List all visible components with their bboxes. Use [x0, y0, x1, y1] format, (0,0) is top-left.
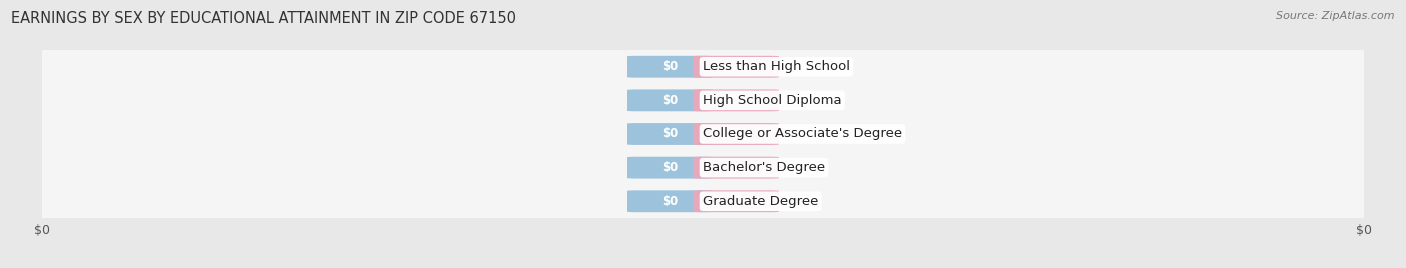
Text: $0: $0 [662, 161, 678, 174]
FancyBboxPatch shape [42, 117, 1364, 151]
Text: EARNINGS BY SEX BY EDUCATIONAL ATTAINMENT IN ZIP CODE 67150: EARNINGS BY SEX BY EDUCATIONAL ATTAINMEN… [11, 11, 516, 26]
FancyBboxPatch shape [627, 123, 713, 145]
FancyBboxPatch shape [42, 84, 1364, 117]
Text: $0: $0 [728, 94, 744, 107]
Text: Source: ZipAtlas.com: Source: ZipAtlas.com [1277, 11, 1395, 21]
Text: $0: $0 [662, 94, 678, 107]
FancyBboxPatch shape [627, 90, 713, 111]
Text: $0: $0 [662, 195, 678, 208]
Text: $0: $0 [662, 60, 678, 73]
FancyBboxPatch shape [693, 56, 779, 78]
FancyBboxPatch shape [627, 157, 713, 178]
Text: $0: $0 [728, 60, 744, 73]
FancyBboxPatch shape [693, 157, 779, 178]
FancyBboxPatch shape [627, 190, 713, 212]
FancyBboxPatch shape [693, 190, 779, 212]
Text: $0: $0 [728, 161, 744, 174]
FancyBboxPatch shape [627, 56, 713, 78]
Text: Less than High School: Less than High School [703, 60, 851, 73]
FancyBboxPatch shape [42, 184, 1364, 218]
Text: $0: $0 [728, 195, 744, 208]
Text: Graduate Degree: Graduate Degree [703, 195, 818, 208]
FancyBboxPatch shape [693, 90, 779, 111]
FancyBboxPatch shape [42, 50, 1364, 84]
FancyBboxPatch shape [693, 123, 779, 145]
Text: College or Associate's Degree: College or Associate's Degree [703, 128, 903, 140]
Text: Bachelor's Degree: Bachelor's Degree [703, 161, 825, 174]
FancyBboxPatch shape [42, 151, 1364, 184]
Text: High School Diploma: High School Diploma [703, 94, 842, 107]
Text: $0: $0 [728, 128, 744, 140]
Text: $0: $0 [662, 128, 678, 140]
